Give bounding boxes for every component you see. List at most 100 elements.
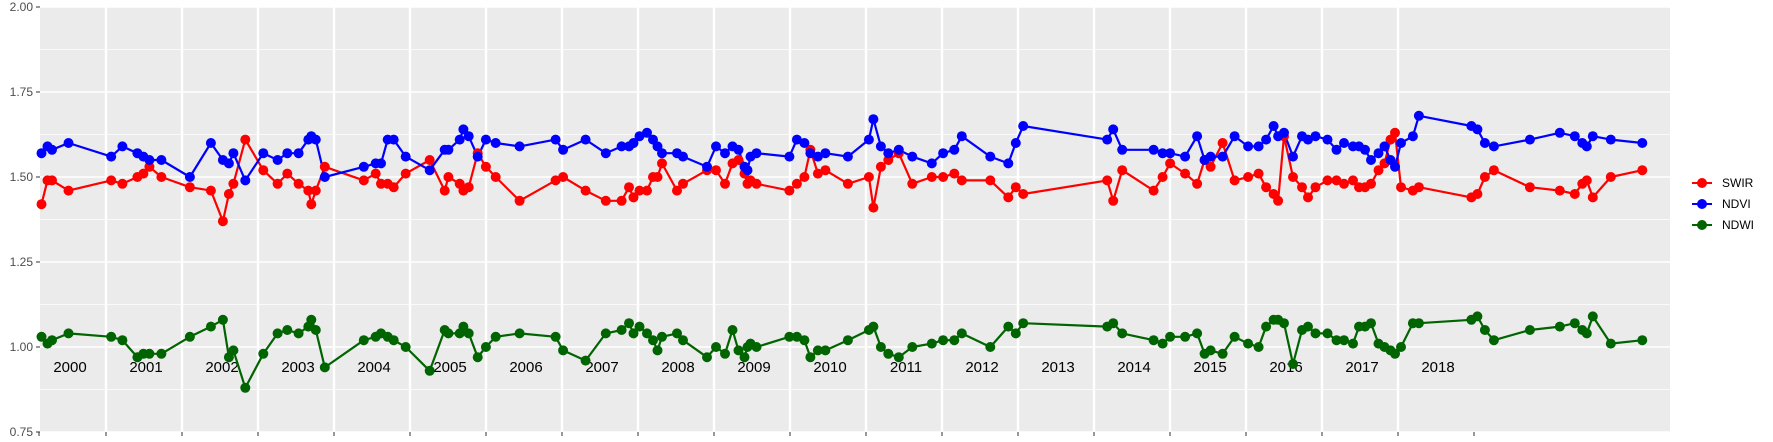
data-point-ndwi: [739, 352, 750, 363]
data-point-ndvi: [550, 134, 561, 145]
year-label: 2004: [357, 359, 390, 376]
data-point-ndwi: [907, 342, 918, 352]
data-point-ndvi: [702, 161, 712, 172]
year-label: 2009: [737, 359, 770, 376]
data-point-swir: [634, 185, 645, 196]
data-point-swir: [799, 172, 810, 182]
year-label: 2012: [965, 359, 998, 376]
data-point-swir: [733, 155, 744, 165]
data-point-swir: [293, 178, 304, 189]
data-point-swir: [657, 158, 667, 169]
data-point-ndvi: [258, 148, 269, 159]
data-point-ndvi: [1637, 138, 1648, 148]
data-point-swir: [400, 168, 411, 179]
data-point-ndvi: [875, 141, 886, 152]
data-point-swir: [949, 168, 960, 179]
data-point-ndvi: [310, 134, 321, 145]
data-point-swir: [1390, 127, 1400, 138]
data-point-swir: [678, 178, 688, 189]
data-point-ndvi: [1102, 134, 1113, 145]
data-point-ndwi: [1413, 318, 1424, 329]
data-point-ndwi: [624, 318, 634, 329]
data-point-ndwi: [720, 348, 730, 359]
data-point-ndvi: [678, 151, 688, 162]
year-label: 2016: [1269, 359, 1302, 376]
y-tick-label: 1.50: [10, 170, 34, 184]
data-point-ndvi: [1205, 151, 1216, 162]
data-point-ndvi: [388, 134, 399, 145]
data-point-swir: [1192, 178, 1203, 189]
data-point-ndvi: [1366, 155, 1376, 165]
data-point-ndwi: [1261, 321, 1272, 332]
data-point-swir: [1339, 178, 1349, 189]
data-point-swir: [138, 168, 149, 179]
data-point-ndvi: [458, 124, 469, 135]
data-point-ndwi: [217, 314, 228, 325]
data-point-swir: [1117, 165, 1128, 176]
data-point-ndvi: [634, 131, 645, 142]
data-point-ndwi: [711, 342, 721, 352]
data-point-ndvi: [106, 151, 117, 162]
data-point-ndwi: [458, 321, 469, 332]
data-point-ndvi: [1373, 148, 1384, 159]
data-point-ndvi: [863, 134, 874, 145]
data-point-swir: [424, 155, 435, 165]
data-point-ndvi: [720, 148, 730, 159]
year-label: 2002: [205, 359, 238, 376]
data-point-ndvi: [156, 155, 167, 165]
year-label: 2008: [661, 359, 694, 376]
data-point-ndvi: [751, 148, 762, 159]
data-point-swir: [184, 182, 195, 193]
data-point-swir: [490, 172, 501, 182]
data-point-swir: [439, 185, 450, 196]
data-point-ndwi: [938, 335, 949, 346]
data-point-ndwi: [1554, 321, 1565, 332]
data-point-ndwi: [1205, 345, 1216, 356]
data-point-swir: [1322, 175, 1333, 186]
data-point-ndvi: [1472, 124, 1483, 135]
year-label: 2001: [129, 359, 162, 376]
data-point-ndwi: [842, 335, 853, 346]
data-point-ndvi: [1360, 144, 1370, 155]
data-point-ndwi: [1479, 325, 1490, 335]
data-point-ndvi: [47, 144, 57, 155]
data-point-ndwi: [628, 328, 639, 339]
data-point-ndwi: [63, 328, 74, 339]
data-point-ndvi: [1407, 131, 1418, 142]
data-point-swir: [956, 175, 967, 186]
data-point-ndvi: [1322, 134, 1333, 145]
data-point-ndvi: [358, 161, 369, 172]
data-point-ndwi: [1243, 338, 1254, 349]
data-point-ndvi: [1605, 134, 1616, 145]
data-point-swir: [875, 161, 886, 172]
data-point-ndvi: [184, 172, 195, 182]
data-point-ndvi: [1554, 127, 1565, 138]
data-point-ndwi: [1108, 318, 1119, 329]
data-point-ndwi: [472, 352, 483, 363]
data-point-ndvi: [1279, 127, 1289, 138]
data-point-ndwi: [550, 331, 561, 342]
data-point-ndvi: [657, 148, 667, 159]
data-point-ndvi: [1253, 141, 1264, 152]
data-point-ndvi: [1569, 131, 1580, 142]
data-point-swir: [1587, 192, 1598, 203]
data-point-ndwi: [1288, 359, 1298, 369]
data-point-ndvi: [1217, 151, 1228, 162]
data-point-swir: [1488, 165, 1499, 176]
y-tick-label: 2.00: [10, 0, 34, 14]
data-point-ndwi: [117, 335, 128, 346]
data-point-ndvi: [642, 127, 652, 138]
data-point-swir: [1165, 158, 1176, 169]
data-point-ndwi: [1581, 328, 1592, 339]
data-point-ndvi: [205, 138, 216, 148]
year-label: 2013: [1041, 359, 1074, 376]
data-point-ndvi: [1310, 131, 1321, 142]
year-label: 2005: [433, 359, 466, 376]
year-label: 2007: [585, 359, 618, 376]
data-point-ndwi: [799, 335, 810, 346]
data-point-swir: [1366, 178, 1376, 189]
year-label: 2017: [1345, 359, 1378, 376]
data-point-swir: [319, 161, 330, 172]
data-point-swir: [205, 185, 216, 196]
data-point-swir: [1637, 165, 1648, 176]
